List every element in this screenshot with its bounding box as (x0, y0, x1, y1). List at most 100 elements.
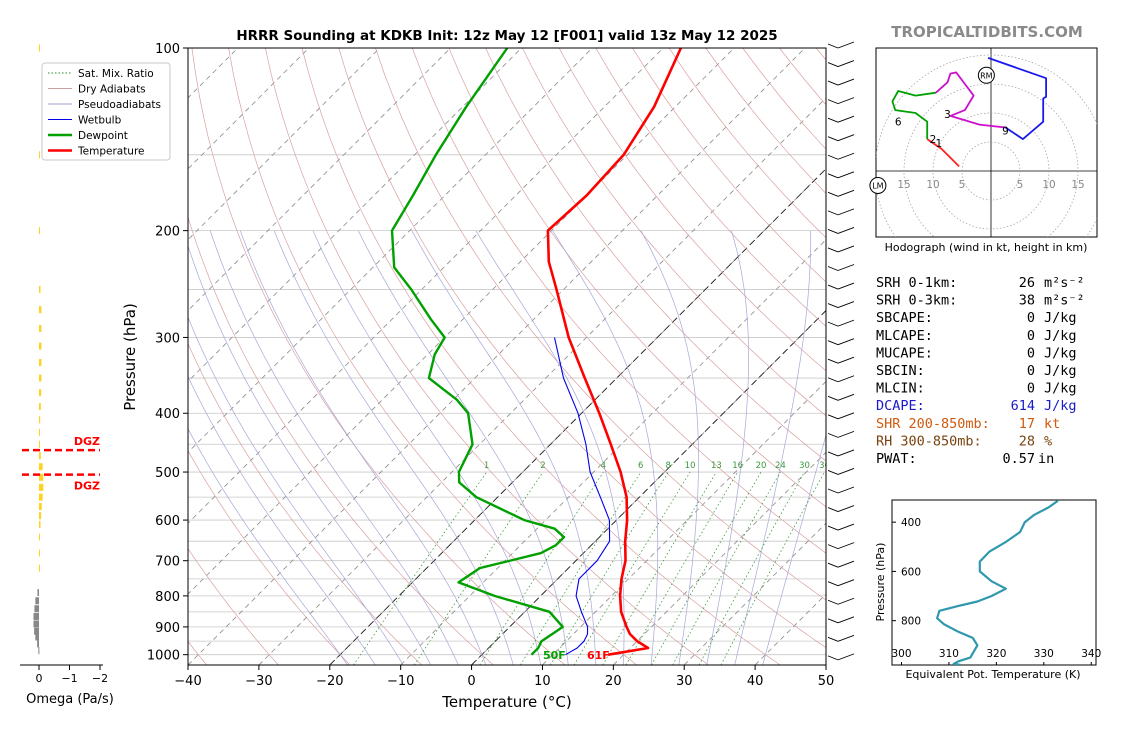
omega-bar (39, 452, 41, 459)
y-tick-label: 300 (155, 331, 180, 346)
theta-e-x-tick-label: 330 (1034, 648, 1054, 660)
wind-barb (828, 44, 838, 48)
wind-barb (828, 619, 838, 623)
wind-barb-staff (838, 635, 854, 641)
stat-unit: kt (1044, 416, 1060, 432)
omega-bar (39, 359, 41, 366)
wind-barb-staff (838, 209, 854, 215)
y-tick-label: 500 (155, 466, 180, 481)
omega-bar (39, 503, 42, 510)
theta-e-y-tick-label: 800 (901, 616, 921, 628)
wind-barb (828, 637, 838, 641)
x-tick-label: 0 (467, 674, 475, 689)
mixing-ratio-line (626, 472, 738, 665)
wind-barb (828, 267, 838, 271)
wind-barb (828, 378, 838, 382)
omega-bar (39, 429, 40, 436)
wind-barb-staff (838, 320, 854, 326)
hodograph-tick-label: 5 (959, 179, 966, 191)
omega-bar (34, 605, 39, 612)
omega-bar (39, 325, 41, 332)
wind-barb (828, 341, 838, 345)
stat-unit: J/kg (1044, 310, 1077, 326)
isotherm-line (117, 48, 734, 665)
wind-barb (828, 81, 838, 85)
wind-barb (828, 415, 838, 419)
wind-barb-staff (838, 227, 854, 233)
wind-barb (828, 192, 838, 196)
moist-adiabat (553, 231, 658, 665)
hodograph-title: Hodograph (wind in kt, height in km) (885, 241, 1088, 254)
stat-label: PWAT: (876, 451, 917, 467)
wind-barb (828, 322, 838, 326)
mixing-ratio-line (673, 472, 781, 665)
stat-label: SBCIN: (876, 363, 925, 379)
mixing-ratio-label: 20 (756, 461, 767, 471)
x-tick-label: 30 (676, 674, 693, 689)
wind-barb-staff (838, 598, 854, 604)
theta-e-y-tick-label: 600 (901, 566, 921, 578)
wind-barb (828, 229, 838, 233)
isotherm-line (330, 48, 947, 665)
omega-bar (39, 565, 40, 572)
omega-bar (39, 441, 40, 448)
y-tick-label: 200 (155, 225, 180, 240)
wind-barb-staff (838, 506, 854, 512)
hodograph-tick-label: 15 (897, 179, 910, 191)
omega-bar (38, 647, 39, 654)
hodograph-tick-label: 10 (926, 179, 939, 191)
wind-barb (828, 563, 838, 567)
mixing-ratio-line (652, 472, 762, 665)
wind-barb-staff (838, 61, 854, 67)
x-tick-label: 40 (747, 674, 764, 689)
mixing-ratio-label: 1 (484, 461, 489, 471)
chart-title: HRRR Sounding at KDKB Init: 12z May 12 [… (236, 28, 777, 44)
omega-bar (39, 45, 40, 52)
omega-bar (39, 343, 41, 350)
wind-barb (828, 304, 838, 308)
omega-axis-label: Omega (Pa/s) (26, 692, 114, 707)
wind-barb-staff (838, 376, 854, 382)
wind-barb (828, 656, 838, 660)
wind-barb (828, 285, 838, 289)
dry-adiabat (192, 48, 565, 665)
wind-barb-staff (838, 172, 854, 178)
storm-motion-label: LM (872, 182, 883, 191)
theta-e-y-label: Pressure (hPa) (874, 543, 887, 622)
wind-barb-staff (838, 246, 854, 252)
moist-adiabat (412, 231, 596, 665)
dry-adiabat (339, 48, 852, 665)
wind-barb-staff (838, 450, 854, 456)
wind-barb-staff (838, 654, 854, 660)
stat-label: MUCAPE: (876, 345, 933, 361)
dry-adiabat (302, 48, 780, 665)
wind-barb-staff (838, 190, 854, 196)
wind-barb (828, 248, 838, 252)
wind-barb-staff (838, 283, 854, 289)
omega-bar (39, 403, 41, 410)
omega-bar (35, 597, 39, 604)
surface-temperature-label: 61F (587, 649, 610, 662)
y-tick-label: 600 (155, 514, 180, 529)
mixing-ratio-label: 6 (638, 461, 643, 471)
wind-barb-staff (838, 580, 854, 586)
hodograph-height-label: 1 (935, 138, 942, 150)
x-axis-label: Temperature (°C) (441, 693, 571, 711)
hodograph-height-label: 6 (895, 117, 902, 129)
wind-barb (828, 155, 838, 159)
stat-unit: in (1038, 451, 1054, 467)
wind-barb (828, 100, 838, 104)
legend-label: Temperature (77, 146, 145, 158)
stat-value: 0 (1027, 310, 1035, 326)
wind-barb-staff (838, 302, 854, 308)
moist-adiabat (763, 231, 875, 665)
legend-label: Sat. Mix. Ratio (78, 68, 154, 80)
omega-bar (39, 512, 41, 519)
dewpoint-profile (392, 48, 564, 655)
stat-value: 38 (1019, 293, 1035, 309)
hodograph-height-label: 9 (1002, 125, 1009, 137)
main-plot-background (188, 48, 826, 655)
wind-barb-staff (838, 357, 854, 363)
